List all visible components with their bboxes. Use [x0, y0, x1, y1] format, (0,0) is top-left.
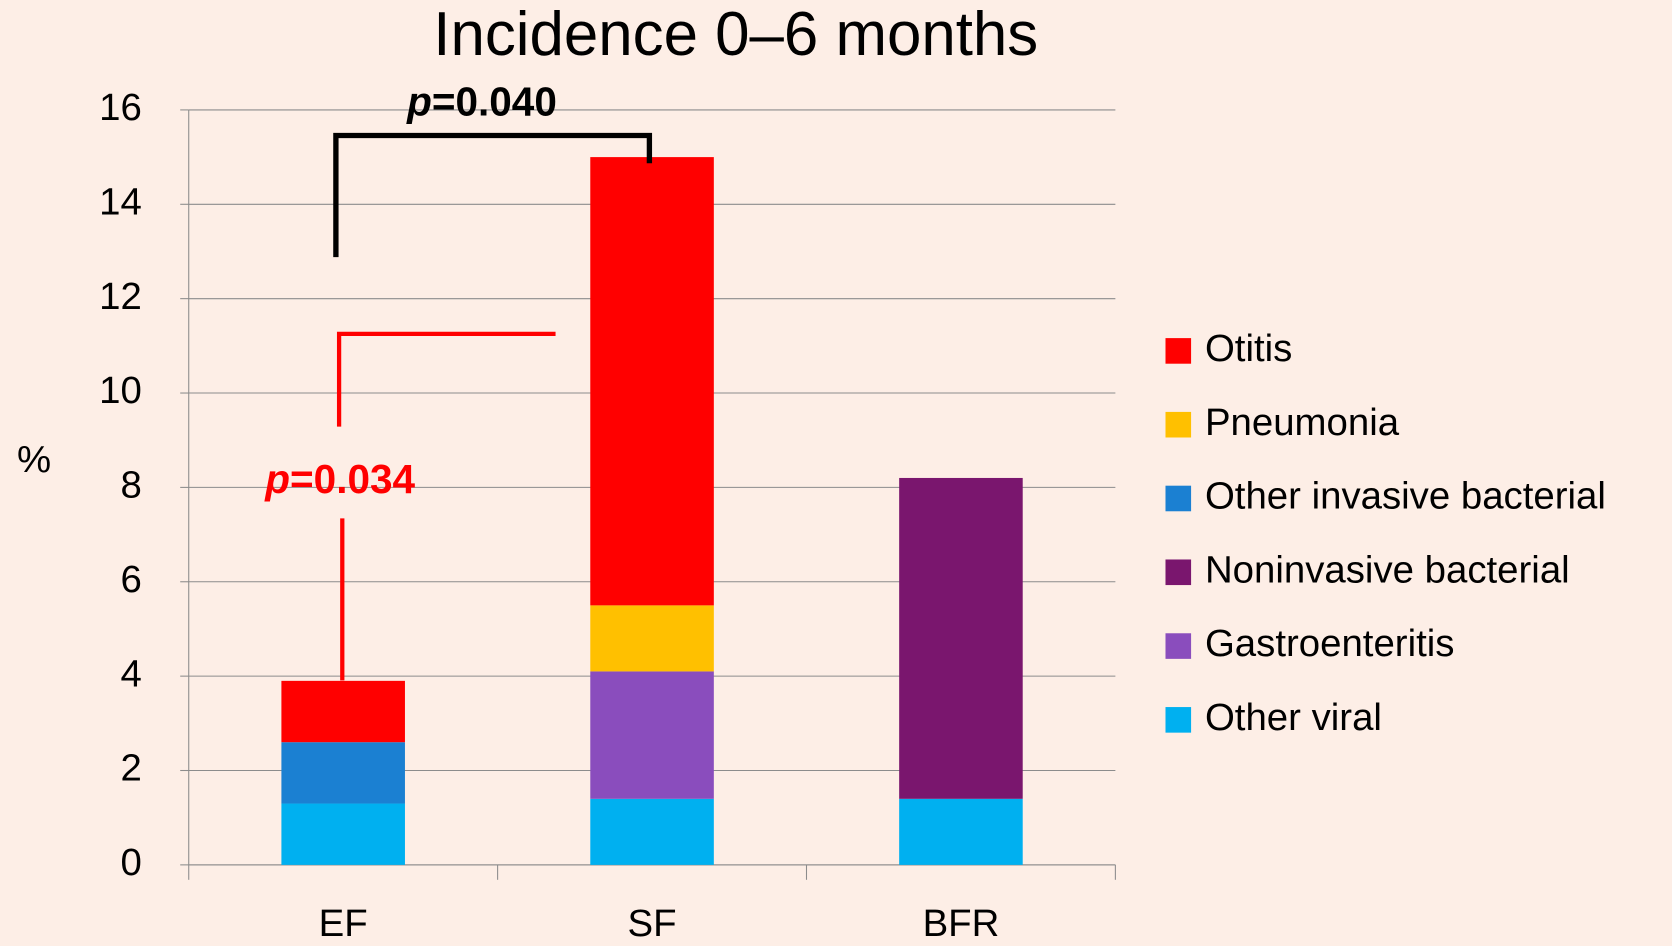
- bar-segment: [899, 798, 1023, 865]
- bar-segment: [281, 680, 405, 743]
- bar-segment: [590, 605, 714, 672]
- y-tick-label: 10: [99, 369, 142, 412]
- bar-segment: [590, 671, 714, 799]
- legend-label: Noninvasive bacterial: [1205, 548, 1570, 591]
- legend-label: Other invasive bacterial: [1205, 475, 1606, 518]
- annotation-part: p: [406, 78, 432, 124]
- y-tick-label: 14: [99, 180, 142, 223]
- y-tick-label: 6: [120, 558, 141, 601]
- bar-segment: [590, 157, 714, 606]
- legend-label: Otitis: [1205, 327, 1292, 370]
- annotation-part: =0.034: [290, 456, 416, 502]
- bar-segment: [281, 803, 405, 865]
- bar-segment: [590, 798, 714, 865]
- y-tick-label: 0: [120, 841, 141, 884]
- y-axis-label: %: [17, 438, 51, 481]
- legend-swatch: [1165, 338, 1192, 364]
- legend-swatch: [1165, 707, 1192, 733]
- plot-area: 0 2 4 6 8 10 12 14 16 EF SF BFR Otitis Pneumonia Other…: [99, 86, 1606, 945]
- y-tick-label: 2: [120, 747, 141, 790]
- x-tick-label: BFR: [923, 902, 1000, 945]
- y-tick-label: 12: [99, 275, 142, 318]
- legend-swatch: [1165, 485, 1192, 512]
- x-tick-label: EF: [319, 902, 368, 945]
- chart-title: Incidence 0–6 months: [433, 0, 1038, 69]
- bracket: [336, 331, 556, 427]
- legend-swatch: [1165, 559, 1192, 586]
- legend-label: Pneumonia: [1205, 401, 1400, 444]
- y-tick-label: 8: [120, 464, 141, 507]
- y-tick-label: 16: [99, 86, 142, 129]
- annotation-part: =0.040: [432, 78, 557, 124]
- bracket: [333, 132, 653, 258]
- y-tick-label: 4: [120, 652, 141, 695]
- legend-label: Gastroenteritis: [1205, 622, 1455, 665]
- legend-swatch: [1165, 411, 1192, 438]
- annotation-part: p: [264, 456, 290, 502]
- x-tick-label: SF: [628, 902, 677, 945]
- legend-label: Other viral: [1205, 696, 1382, 739]
- annotation: p=0.034: [264, 456, 415, 502]
- bar-segment: [281, 742, 405, 804]
- annotation: p=0.040: [406, 78, 557, 124]
- bar-segment: [899, 477, 1023, 799]
- legend-swatch: [1165, 633, 1192, 659]
